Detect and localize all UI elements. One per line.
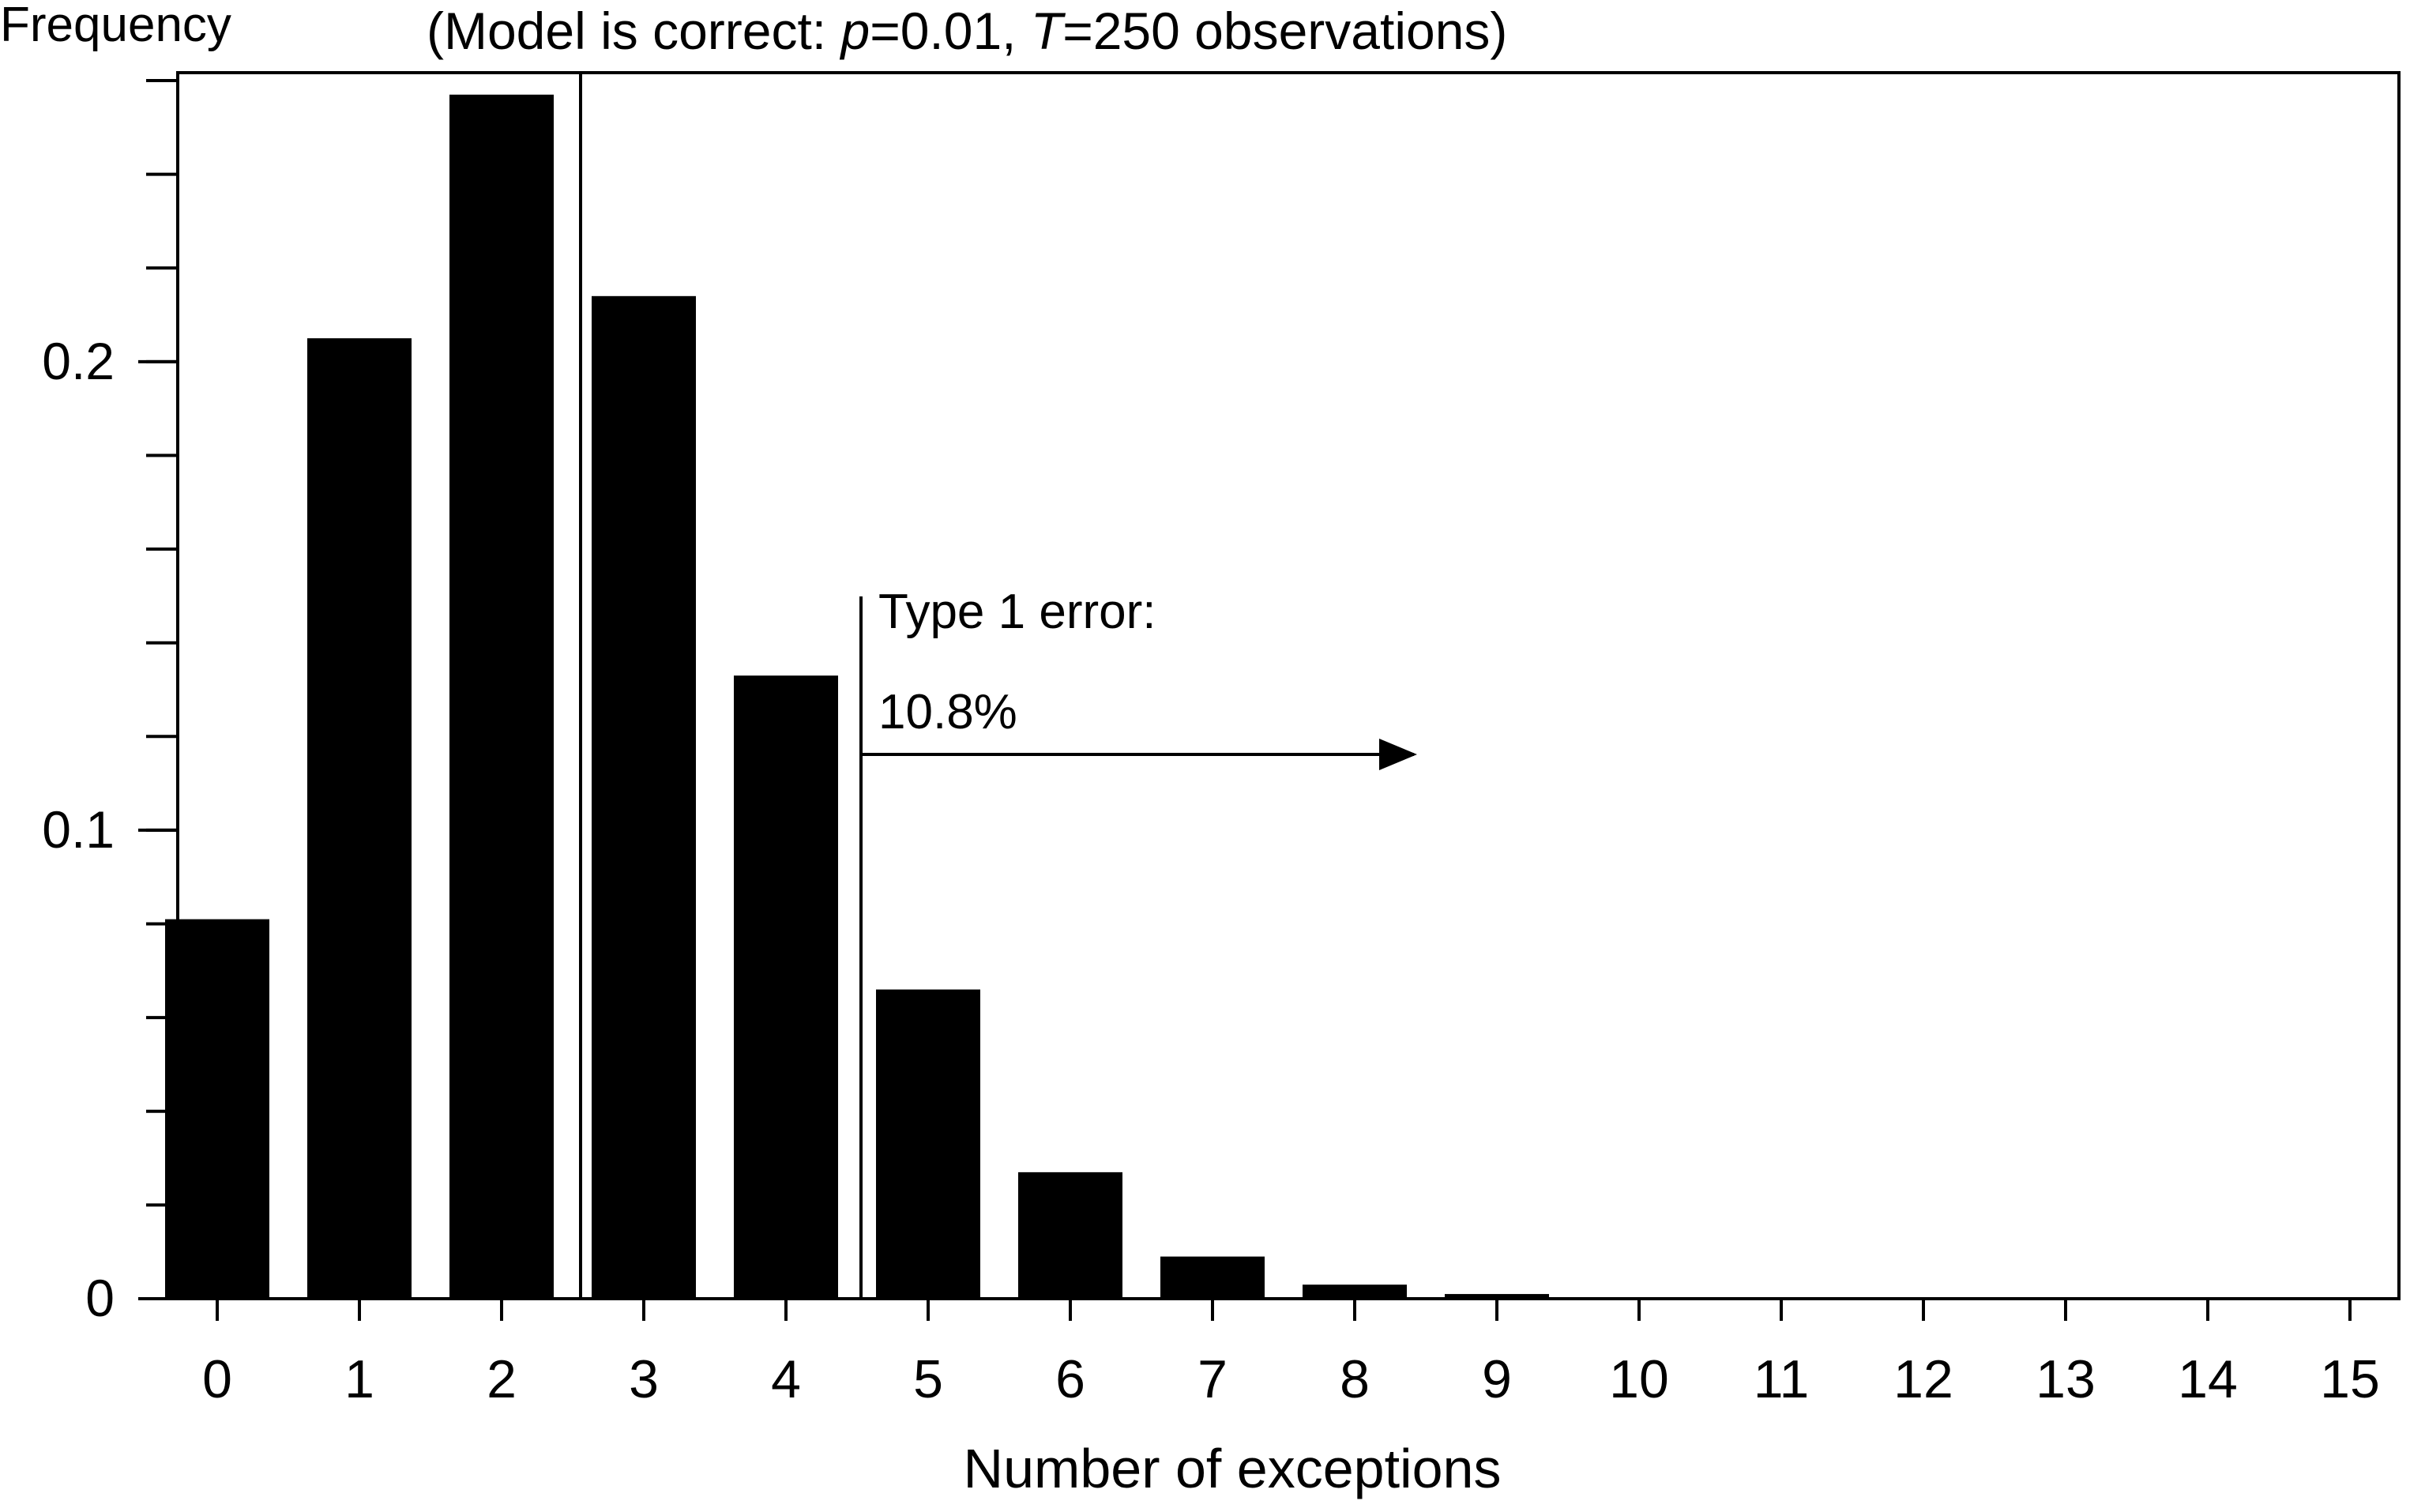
- y-tick-label: 0.2: [42, 332, 115, 390]
- title-part-2: =0.01,: [870, 2, 1031, 60]
- bar-8: [1303, 1284, 1407, 1299]
- x-tick-label-0: 0: [202, 1349, 232, 1409]
- x-tick-label-7: 7: [1197, 1349, 1228, 1409]
- title-part-1: (Model is correct:: [427, 2, 840, 60]
- x-tick-label-14: 14: [2178, 1349, 2238, 1409]
- x-axis-label: Number of exceptions: [964, 1438, 1502, 1499]
- bar-9: [1445, 1294, 1549, 1299]
- bar-3: [592, 295, 696, 1299]
- x-tick-label-11: 11: [1754, 1349, 1810, 1409]
- type1-error-label: Type 1 error:: [878, 585, 1156, 639]
- y-axis-ticks: 0 0.1 0.2: [42, 79, 178, 1327]
- bars: [165, 94, 1549, 1299]
- x-tick-label-12: 12: [1893, 1349, 1953, 1409]
- x-tick-label-5: 5: [913, 1349, 943, 1409]
- x-tick-label-13: 13: [2036, 1349, 2096, 1409]
- bar-5: [876, 989, 980, 1299]
- bar-0: [165, 919, 269, 1299]
- x-axis-ticks: 0 1 2 3 4 5 6 7 8 9 10 11 12 13 14 15: [202, 1299, 2380, 1409]
- y-tick-label: 0: [85, 1269, 115, 1327]
- title-t-symbol: T: [1031, 2, 1066, 60]
- x-tick-label-8: 8: [1340, 1349, 1370, 1409]
- bar-2: [449, 94, 554, 1299]
- x-tick-label-4: 4: [771, 1349, 801, 1409]
- x-tick-label-2: 2: [487, 1349, 517, 1409]
- title-part-3: =250 observations): [1062, 2, 1507, 60]
- bar-1: [307, 338, 412, 1299]
- x-tick-label-1: 1: [344, 1349, 374, 1409]
- bar-7: [1160, 1256, 1265, 1299]
- bar-4: [734, 675, 838, 1299]
- bar-6: [1018, 1172, 1122, 1299]
- type1-error-value: 10.8%: [878, 685, 1017, 739]
- chart-title: (Model is correct: p=0.01, T=250 observa…: [427, 2, 1507, 60]
- x-tick-label-9: 9: [1482, 1349, 1512, 1409]
- x-tick-label-15: 15: [2320, 1349, 2380, 1409]
- x-tick-label-10: 10: [1609, 1349, 1669, 1409]
- x-tick-label-6: 6: [1055, 1349, 1085, 1409]
- y-tick-label: 0.1: [42, 800, 115, 859]
- y-axis-label: Frequency: [0, 0, 231, 52]
- title-p-symbol: p: [839, 2, 870, 60]
- plot-frame: [176, 71, 2401, 1300]
- x-tick-label-3: 3: [629, 1349, 659, 1409]
